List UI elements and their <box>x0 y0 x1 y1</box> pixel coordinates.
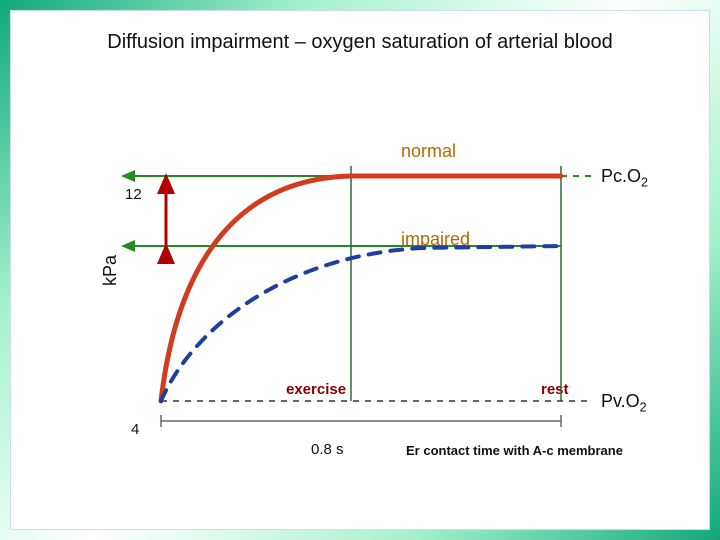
time-label: 0.8 s <box>311 441 344 458</box>
chart-area <box>121 161 571 441</box>
slide-title: Diffusion impairment – oxygen saturation… <box>11 31 709 54</box>
label-pco2: Pc.O2 <box>601 166 648 190</box>
slide-area: Diffusion impairment – oxygen saturation… <box>10 10 710 530</box>
y-axis-label: kPa <box>100 255 121 286</box>
chart-svg <box>121 161 571 441</box>
label-normal: normal <box>401 141 456 162</box>
gradient-frame: Diffusion impairment – oxygen saturation… <box>0 0 720 540</box>
label-pvo2: Pv.O2 <box>601 391 647 415</box>
caption: Er contact time with A-c membrane <box>406 443 623 458</box>
